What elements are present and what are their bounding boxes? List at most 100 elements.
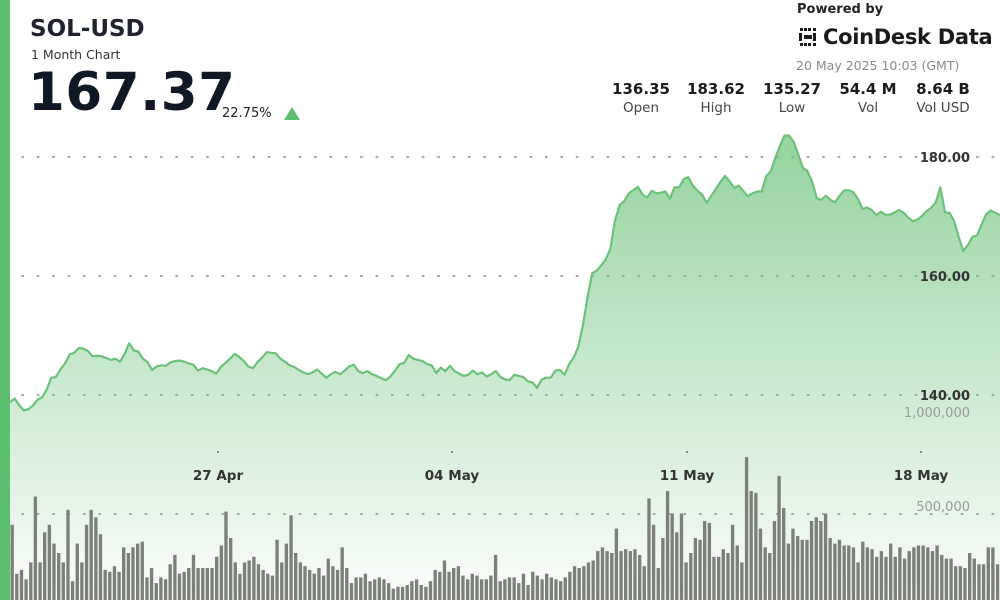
- volume-bar: [424, 586, 428, 600]
- date-tick: [451, 451, 453, 453]
- volume-bar: [368, 581, 372, 600]
- volume-bar: [498, 581, 502, 600]
- volume-bar: [995, 564, 1000, 600]
- volume-bar: [796, 536, 800, 600]
- volume-bar: [884, 556, 888, 600]
- volume-bar: [252, 556, 256, 600]
- volume-axis-labels: 500,000 1,000,000: [904, 406, 970, 515]
- volume-bar: [391, 588, 395, 600]
- stat-value: 8.64 B: [916, 80, 970, 98]
- volume-bar: [545, 573, 549, 600]
- stat-value: 136.35: [612, 80, 670, 98]
- volume-bar: [665, 491, 670, 600]
- volume-bar: [591, 560, 595, 600]
- volume-bar: [15, 573, 19, 600]
- timestamp: 20 May 2025 10:03 (GMT): [796, 58, 960, 73]
- volume-bar: [768, 553, 772, 600]
- volume-bar: [57, 553, 61, 600]
- volume-bar: [889, 543, 893, 600]
- volume-bar: [321, 575, 326, 600]
- volume-bar: [940, 554, 944, 600]
- volume-bar: [535, 575, 540, 600]
- volume-bar: [275, 539, 279, 600]
- volume-bar: [916, 545, 921, 600]
- volume-bar: [763, 547, 767, 600]
- volume-bar: [865, 547, 870, 600]
- volume-bar: [10, 524, 14, 600]
- date-tick: [217, 451, 219, 453]
- volume-bar: [847, 545, 851, 600]
- price-area: [10, 135, 1000, 600]
- volume-bar: [242, 562, 247, 600]
- volume-bar: [819, 521, 823, 600]
- volume-bar: [354, 577, 358, 600]
- volume-bar: [875, 556, 879, 600]
- volume-bar: [791, 528, 795, 600]
- volume-bar: [447, 571, 451, 600]
- volume-bar: [187, 568, 191, 600]
- volume-bar: [475, 575, 479, 600]
- volume-bar: [726, 553, 730, 600]
- volume-bar: [582, 566, 586, 600]
- volume-bar: [730, 524, 735, 600]
- volume-bar: [317, 568, 321, 600]
- volume-bar: [744, 457, 749, 600]
- volume-bar: [512, 577, 516, 600]
- volume-bar: [493, 554, 498, 600]
- volume-bar: [126, 553, 131, 600]
- volume-bar: [851, 547, 856, 600]
- volume-bar: [954, 566, 958, 600]
- volume-bar: [233, 562, 237, 600]
- volume-bar: [782, 507, 786, 600]
- volume-bar: [377, 577, 382, 600]
- volume-bar: [70, 581, 75, 600]
- date-tick: [920, 451, 922, 453]
- volume-bar: [215, 556, 219, 600]
- volume-bar: [679, 513, 684, 600]
- volume-bar: [540, 579, 544, 600]
- volume-bar: [61, 562, 65, 600]
- volume-bar: [670, 513, 674, 600]
- stat-low: 135.27 Low: [763, 80, 821, 116]
- volume-bar: [335, 569, 340, 600]
- volume-bar: [340, 547, 344, 600]
- volume-bar: [280, 562, 284, 600]
- stat-label: Vol USD: [916, 100, 970, 116]
- stat-label: Low: [778, 100, 806, 116]
- volume-bar: [117, 571, 121, 600]
- volume-bar: [47, 524, 52, 600]
- volume-bar: [712, 556, 716, 600]
- volume-bar: [823, 513, 828, 600]
- volume-bar: [958, 566, 963, 600]
- stat-open: 136.35 Open: [612, 80, 670, 116]
- volume-bar: [438, 571, 442, 600]
- volume-bar: [707, 522, 712, 600]
- volume-bar: [400, 586, 405, 600]
- volume-bar: [684, 562, 688, 600]
- stat-label: Vol: [857, 100, 879, 116]
- volume-bar: [777, 475, 781, 600]
- volume-bar: [19, 569, 24, 600]
- volume-bar: [628, 551, 633, 600]
- volume-bar: [721, 549, 725, 600]
- volume-bar: [396, 586, 400, 600]
- volume-bar: [986, 547, 990, 600]
- volume-bar: [563, 577, 567, 600]
- volume-bar: [624, 549, 628, 600]
- volume-bar: [373, 579, 377, 600]
- volume-bar: [103, 569, 107, 600]
- stat-vol: 54.4 M Vol: [839, 80, 896, 116]
- volume-bar: [507, 577, 512, 600]
- volume-bar: [154, 583, 158, 600]
- volume-bar: [805, 539, 809, 600]
- volume-bar: [861, 541, 865, 600]
- volume-bar: [456, 566, 461, 600]
- accent-bar: [0, 0, 10, 600]
- volume-bar: [693, 538, 698, 600]
- volume-bar: [489, 575, 493, 600]
- volume-bar: [661, 538, 665, 600]
- volume-bar: [879, 551, 884, 600]
- volume-bar: [981, 564, 986, 600]
- volume-bar: [991, 547, 995, 600]
